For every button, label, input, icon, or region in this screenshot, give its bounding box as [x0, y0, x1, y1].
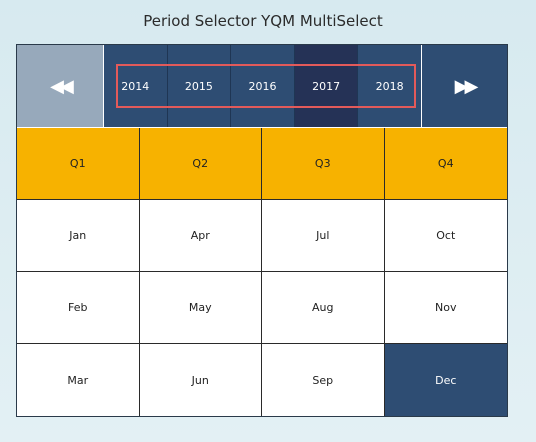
month-jan[interactable]: Jan: [17, 200, 140, 272]
prev-years-button[interactable]: ◀◀: [17, 45, 103, 127]
year-2018[interactable]: 2018: [358, 45, 421, 127]
year-2015[interactable]: 2015: [167, 45, 232, 127]
month-dec[interactable]: Dec: [384, 344, 507, 416]
month-jun[interactable]: Jun: [139, 344, 262, 416]
quarter-q3[interactable]: Q3: [262, 128, 385, 200]
quarter-q4[interactable]: Q4: [384, 128, 507, 200]
year-list: 2014 2015 2016 2017 2018: [104, 45, 421, 127]
year-nav-row: ◀◀ 2014 2015 2016 2017 2018 ▶▶: [17, 45, 507, 127]
next-years-button[interactable]: ▶▶: [422, 45, 507, 127]
month-apr[interactable]: Apr: [139, 200, 262, 272]
month-mar[interactable]: Mar: [17, 344, 140, 416]
year-2017[interactable]: 2017: [294, 45, 359, 127]
page-title: Period Selector YQM MultiSelect: [143, 12, 383, 30]
period-selector: ◀◀ 2014 2015 2016 2017 2018 ▶▶ Q1 Q2 Q3 …: [16, 44, 508, 417]
month-may[interactable]: May: [139, 272, 262, 344]
month-aug[interactable]: Aug: [262, 272, 385, 344]
month-jul[interactable]: Jul: [262, 200, 385, 272]
month-oct[interactable]: Oct: [384, 200, 507, 272]
month-feb[interactable]: Feb: [17, 272, 140, 344]
year-2014[interactable]: 2014: [104, 45, 168, 127]
year-2016[interactable]: 2016: [231, 45, 295, 127]
quarter-month-grid: Q1 Q2 Q3 Q4 Jan Apr Jul Oct Feb May Aug …: [17, 128, 507, 416]
quarter-q2[interactable]: Q2: [139, 128, 262, 200]
quarter-q1[interactable]: Q1: [17, 128, 140, 200]
month-sep[interactable]: Sep: [262, 344, 385, 416]
month-nov[interactable]: Nov: [384, 272, 507, 344]
